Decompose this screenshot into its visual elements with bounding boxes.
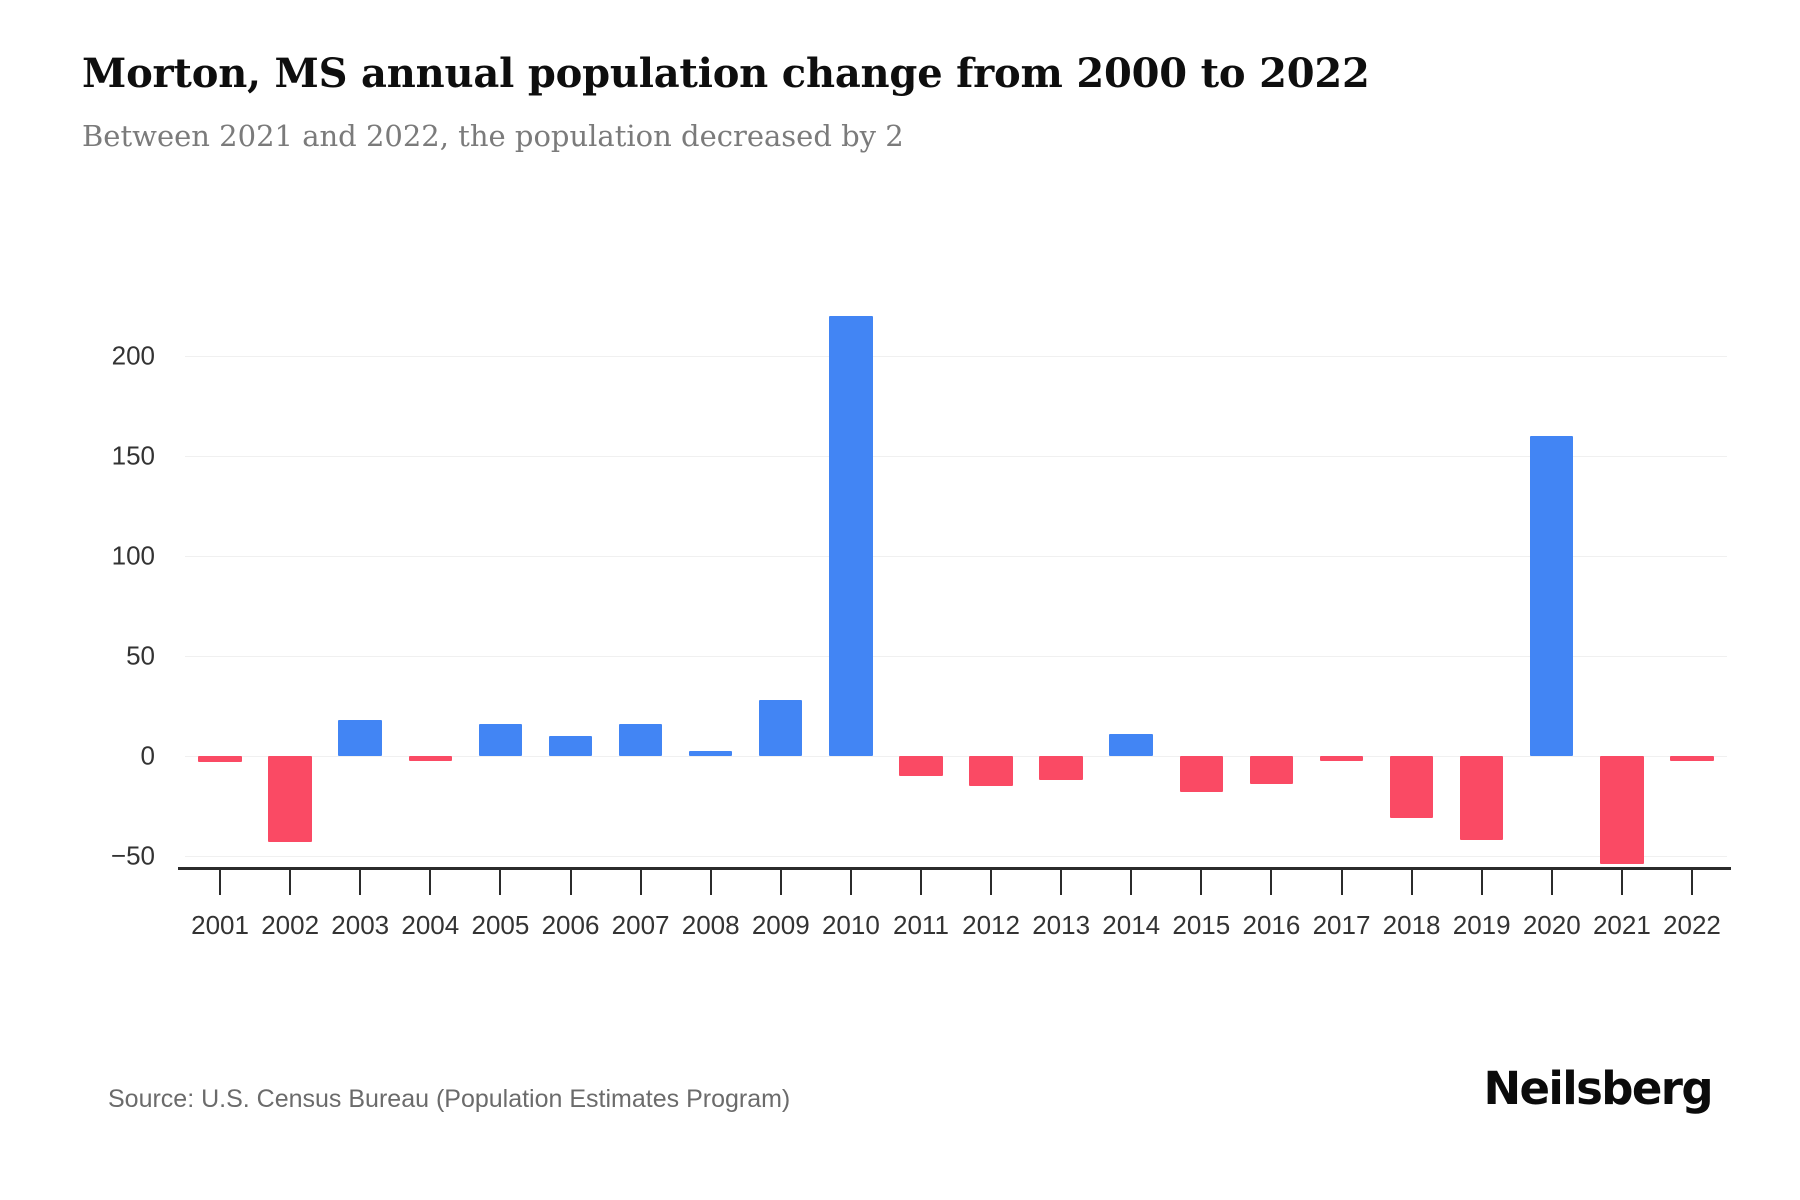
x-axis-tick-2005 xyxy=(499,869,502,895)
x-axis-label-2001: 2001 xyxy=(191,910,249,940)
x-axis-tick-2003 xyxy=(359,869,362,895)
bar-2015[interactable] xyxy=(1179,756,1224,792)
y-axis-tick-label: 150 xyxy=(111,440,155,471)
chart-subtitle: Between 2021 and 2022, the population de… xyxy=(82,119,904,153)
x-axis-label-2021: 2021 xyxy=(1592,910,1651,940)
gridline-50 xyxy=(185,656,1727,657)
x-axis-label-2022: 2022 xyxy=(1663,910,1721,940)
y-axis-tick-label: −50 xyxy=(110,840,155,871)
x-axis-tick-2016 xyxy=(1270,869,1273,895)
bar-2020[interactable] xyxy=(1530,436,1574,756)
bar-2005[interactable] xyxy=(478,724,523,756)
bar-2004[interactable] xyxy=(408,756,453,761)
gridline-100 xyxy=(185,556,1727,557)
x-axis-tick-2020 xyxy=(1550,869,1553,895)
x-axis-label-2013: 2013 xyxy=(1032,910,1091,940)
x-axis-tick-2012 xyxy=(990,869,993,895)
x-axis-tick-2009 xyxy=(779,869,782,895)
bar-2014[interactable] xyxy=(1109,734,1153,756)
x-axis-tick-2018 xyxy=(1410,869,1413,895)
bar-2010[interactable] xyxy=(829,316,873,756)
bar-2009[interactable] xyxy=(759,700,803,756)
gridline-0 xyxy=(185,756,1727,757)
chart-header: Morton, MS annual population change from… xyxy=(82,48,1682,156)
x-axis-tick-2022 xyxy=(1690,869,1693,895)
bar-2012[interactable] xyxy=(969,756,1013,786)
gridline--50 xyxy=(185,856,1727,857)
x-axis-tick-2008 xyxy=(709,869,712,895)
bar-2018[interactable] xyxy=(1389,756,1434,818)
x-axis-label-2020: 2020 xyxy=(1522,910,1581,940)
x-axis-label-2009: 2009 xyxy=(751,910,810,940)
x-axis-tick-2001 xyxy=(219,869,222,895)
x-axis-tick-2019 xyxy=(1480,869,1483,895)
x-axis-label-2004: 2004 xyxy=(401,910,460,940)
x-axis-line xyxy=(178,867,1731,870)
x-axis-label-2002: 2002 xyxy=(261,910,320,940)
x-axis-label-2006: 2006 xyxy=(541,910,600,940)
gridline-150 xyxy=(185,456,1727,457)
x-axis-label-2008: 2008 xyxy=(681,910,740,940)
x-axis-tick-2014 xyxy=(1130,869,1133,895)
bar-2016[interactable] xyxy=(1249,756,1294,784)
x-axis-tick-2010 xyxy=(849,869,852,895)
bar-2022[interactable] xyxy=(1670,756,1714,761)
x-axis-label-2017: 2017 xyxy=(1312,910,1371,940)
x-axis-tick-2007 xyxy=(639,869,642,895)
bar-2006[interactable] xyxy=(548,736,593,756)
x-axis-label-2007: 2007 xyxy=(611,910,670,940)
bar-2007[interactable] xyxy=(618,724,663,756)
brand-logo: Neilsberg xyxy=(1483,1062,1713,1115)
x-axis-label-2018: 2018 xyxy=(1382,910,1441,940)
x-axis-label-2010: 2010 xyxy=(821,910,880,940)
x-axis-tick-2002 xyxy=(289,869,292,895)
bar-2008[interactable] xyxy=(688,751,733,756)
bar-2017[interactable] xyxy=(1319,756,1364,761)
gridline-200 xyxy=(185,356,1727,357)
x-axis-label-2016: 2016 xyxy=(1242,910,1301,940)
x-axis-label-2019: 2019 xyxy=(1452,910,1511,940)
x-axis-tick-2006 xyxy=(569,869,572,895)
x-axis-label-2003: 2003 xyxy=(331,910,390,940)
bar-2021[interactable] xyxy=(1600,756,1644,864)
bar-2001[interactable] xyxy=(198,756,242,762)
bar-2002[interactable] xyxy=(268,756,312,842)
x-axis-tick-2021 xyxy=(1620,869,1623,895)
page-title: Morton, MS annual population change from… xyxy=(82,50,1370,97)
bar-2003[interactable] xyxy=(338,720,382,756)
source-note: Source: U.S. Census Bureau (Population E… xyxy=(108,1085,791,1113)
x-axis-label-2015: 2015 xyxy=(1172,910,1231,940)
x-axis-tick-2017 xyxy=(1340,869,1343,895)
bar-2019[interactable] xyxy=(1459,756,1504,840)
x-axis-label-2014: 2014 xyxy=(1102,910,1161,940)
y-axis-tick-label: 50 xyxy=(126,640,155,671)
bar-2013[interactable] xyxy=(1039,756,1083,780)
bar-2011[interactable] xyxy=(899,756,943,776)
x-axis-label-2005: 2005 xyxy=(471,910,530,940)
x-axis-label-2011: 2011 xyxy=(892,910,949,940)
x-axis-tick-2013 xyxy=(1060,869,1063,895)
y-axis-tick-label: 100 xyxy=(111,540,155,571)
x-axis-tick-2004 xyxy=(429,869,432,895)
x-axis-label-2012: 2012 xyxy=(962,910,1020,940)
x-axis-tick-2011 xyxy=(919,869,922,895)
y-axis-tick-label: 200 xyxy=(111,340,155,371)
x-axis-tick-2015 xyxy=(1200,869,1203,895)
y-axis-tick-label: 0 xyxy=(140,740,155,771)
